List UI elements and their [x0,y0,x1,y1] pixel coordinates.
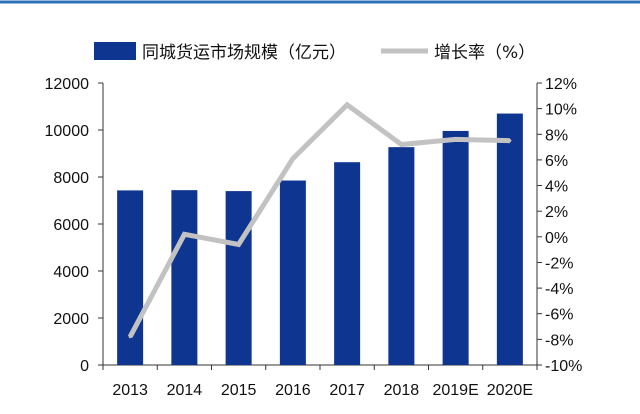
bar-2013 [117,190,144,365]
x-tick-label: 2013 [112,382,148,399]
right-tick-label: 12% [545,76,577,93]
bar-2015 [225,191,252,365]
growth-point-2016 [291,157,295,161]
right-tick-label: 8% [545,127,568,144]
x-tick-label: 2018 [384,382,420,399]
growth-point-2019E [454,137,458,141]
bar-2016 [279,180,306,365]
growth-point-2020E [508,139,512,143]
x-tick-label: 2017 [329,382,365,399]
right-tick-label: 10% [545,102,577,119]
right-tick-label: 2% [545,204,568,221]
legend-line-label: 增长率（%） [434,43,535,63]
right-axis-ticks: -10% -8% -6% -4% -2% 0% 2% 4% 6% 8% 10% 12% [537,76,582,375]
right-tick-label: 6% [545,153,568,170]
left-tick-label: 12000 [45,76,90,93]
growth-point-2013 [128,335,132,339]
growth-rate-line [127,101,510,338]
growth-line [127,101,512,339]
x-tick-label: 2016 [275,382,311,399]
legend-bar-swatch [94,42,136,60]
x-tick-label: 2015 [221,382,257,399]
x-tick-label: 2019E [432,382,478,399]
growth-point-2018 [399,143,403,147]
left-tick-label: 0 [80,358,89,375]
left-axis-ticks: 0 2000 4000 6000 8000 10000 12000 [45,76,103,375]
bar-2014 [171,190,198,365]
x-tick-label: 2020E [487,382,533,399]
right-tick-label: 0% [545,230,568,247]
growth-point-2015 [237,243,241,247]
x-tick-label: 2014 [167,382,203,399]
bar-2019E [442,130,469,365]
legend: 同城货运市场规模（亿元） 增长率（%） [94,42,535,63]
right-tick-label: -10% [545,358,582,375]
legend-bar-label: 同城货运市场规模（亿元） [142,43,346,63]
right-tick-label: -2% [545,255,573,272]
growth-point-2017 [345,103,349,107]
bars [117,113,523,365]
left-tick-label: 8000 [53,170,89,187]
right-tick-label: -8% [545,332,573,349]
left-tick-label: 6000 [53,217,89,234]
right-tick-label: -4% [545,281,573,298]
left-tick-label: 2000 [53,311,89,328]
bar-2018 [388,147,415,365]
left-tick-label: 10000 [45,123,90,140]
axes [102,83,538,366]
right-tick-label: -6% [545,307,573,324]
growth-point-2014 [182,232,186,236]
x-axis-ticks: 2013 2014 2015 2016 2017 2018 2019E 2020E [102,365,538,399]
left-tick-label: 4000 [53,264,89,281]
bar-2020E [496,113,523,365]
right-tick-label: 4% [545,179,568,196]
bar-2017 [334,162,361,365]
